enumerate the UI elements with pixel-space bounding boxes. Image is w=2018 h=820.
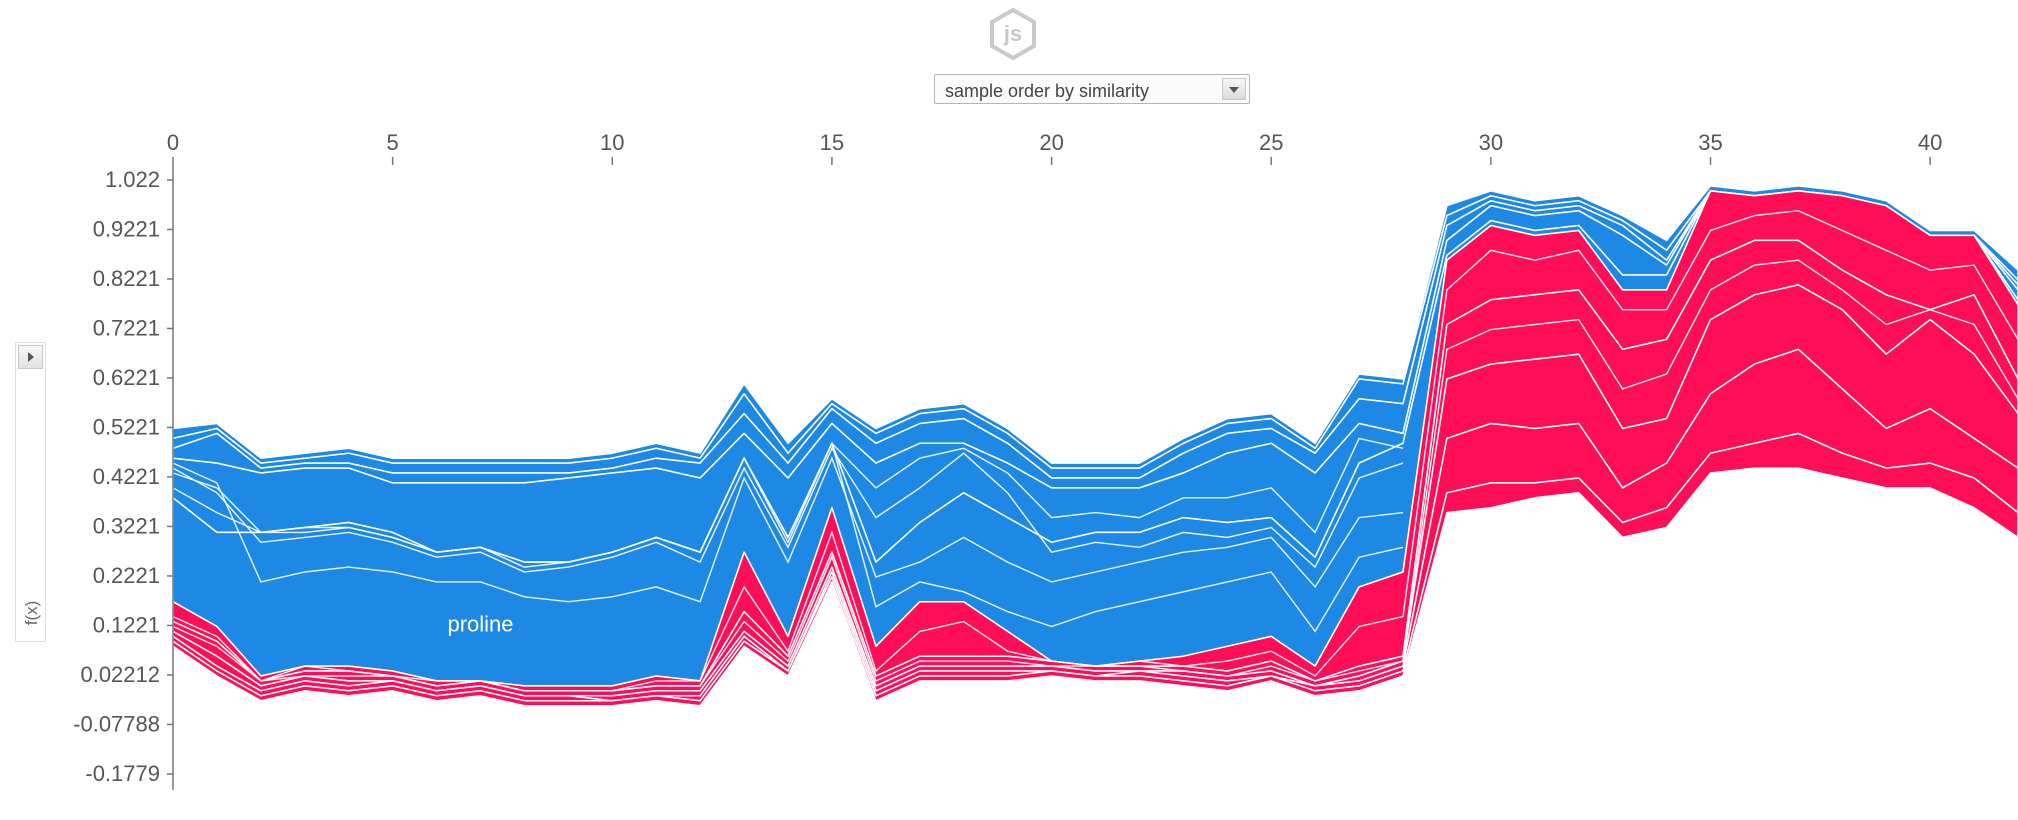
- y-tick-label-10: 0.02212: [80, 662, 160, 687]
- x-tick-label-8: 40: [1918, 130, 1942, 155]
- positive-band-4: [172, 432, 2018, 707]
- chevron-down-icon[interactable]: [1222, 78, 1246, 100]
- expand-arrow-icon[interactable]: [18, 345, 43, 369]
- y-tick-label-11: -0.07788: [73, 711, 160, 736]
- y-tick-label-6: 0.4221: [93, 464, 160, 489]
- y-tick-label-5: 0.5221: [93, 414, 160, 439]
- y-axis: 1.022 0.9221 0.8221 0.7221 0.6221 0.5221 0.422…: [73, 165, 174, 790]
- y-tick-label-2: 0.8221: [93, 266, 160, 291]
- y-tick-label-8: 0.2221: [93, 563, 160, 588]
- y-tick-label-0: 1.022: [105, 167, 160, 192]
- y-tick-label-7: 0.3221: [93, 513, 160, 538]
- x-tick-label-0: 0: [167, 130, 179, 155]
- x-tick-label-6: 30: [1479, 130, 1503, 155]
- separator-lines: [172, 209, 2018, 692]
- x-tick-label-3: 15: [820, 130, 844, 155]
- y-tick-label-3: 0.7221: [93, 315, 160, 340]
- stacked-areas: [172, 185, 2018, 707]
- y-tick-label-9: 0.1221: [93, 612, 160, 637]
- order-select[interactable]: sample order by similarity: [934, 74, 1250, 104]
- js-logo-icon: js: [990, 7, 1036, 61]
- positive-separator-1: [172, 259, 2018, 692]
- negative-separator-0: [172, 456, 1404, 603]
- y-tick-label-4: 0.6221: [93, 365, 160, 390]
- x-tick-label-7: 35: [1698, 130, 1722, 155]
- y-axis-options-panel: f(x): [15, 342, 46, 642]
- x-tick-label-2: 10: [600, 130, 624, 155]
- x-axis: 0 5 10 15 20 25 30 35 40: [167, 130, 1942, 165]
- x-tick-label-5: 25: [1259, 130, 1283, 155]
- negative-separator-1: [172, 446, 1404, 573]
- logo-text: js: [1003, 21, 1022, 46]
- negative-separator-3: [172, 441, 1404, 633]
- feature-label-0: proline: [447, 611, 513, 636]
- y-tick-label-12: -0.1779: [85, 761, 160, 786]
- x-tick-label-4: 20: [1039, 130, 1063, 155]
- order-select-value: sample order by similarity: [945, 81, 1150, 101]
- annotations: proline: [447, 611, 513, 636]
- x-tick-label-1: 5: [387, 130, 399, 155]
- y-tick-label-1: 0.9221: [93, 216, 160, 241]
